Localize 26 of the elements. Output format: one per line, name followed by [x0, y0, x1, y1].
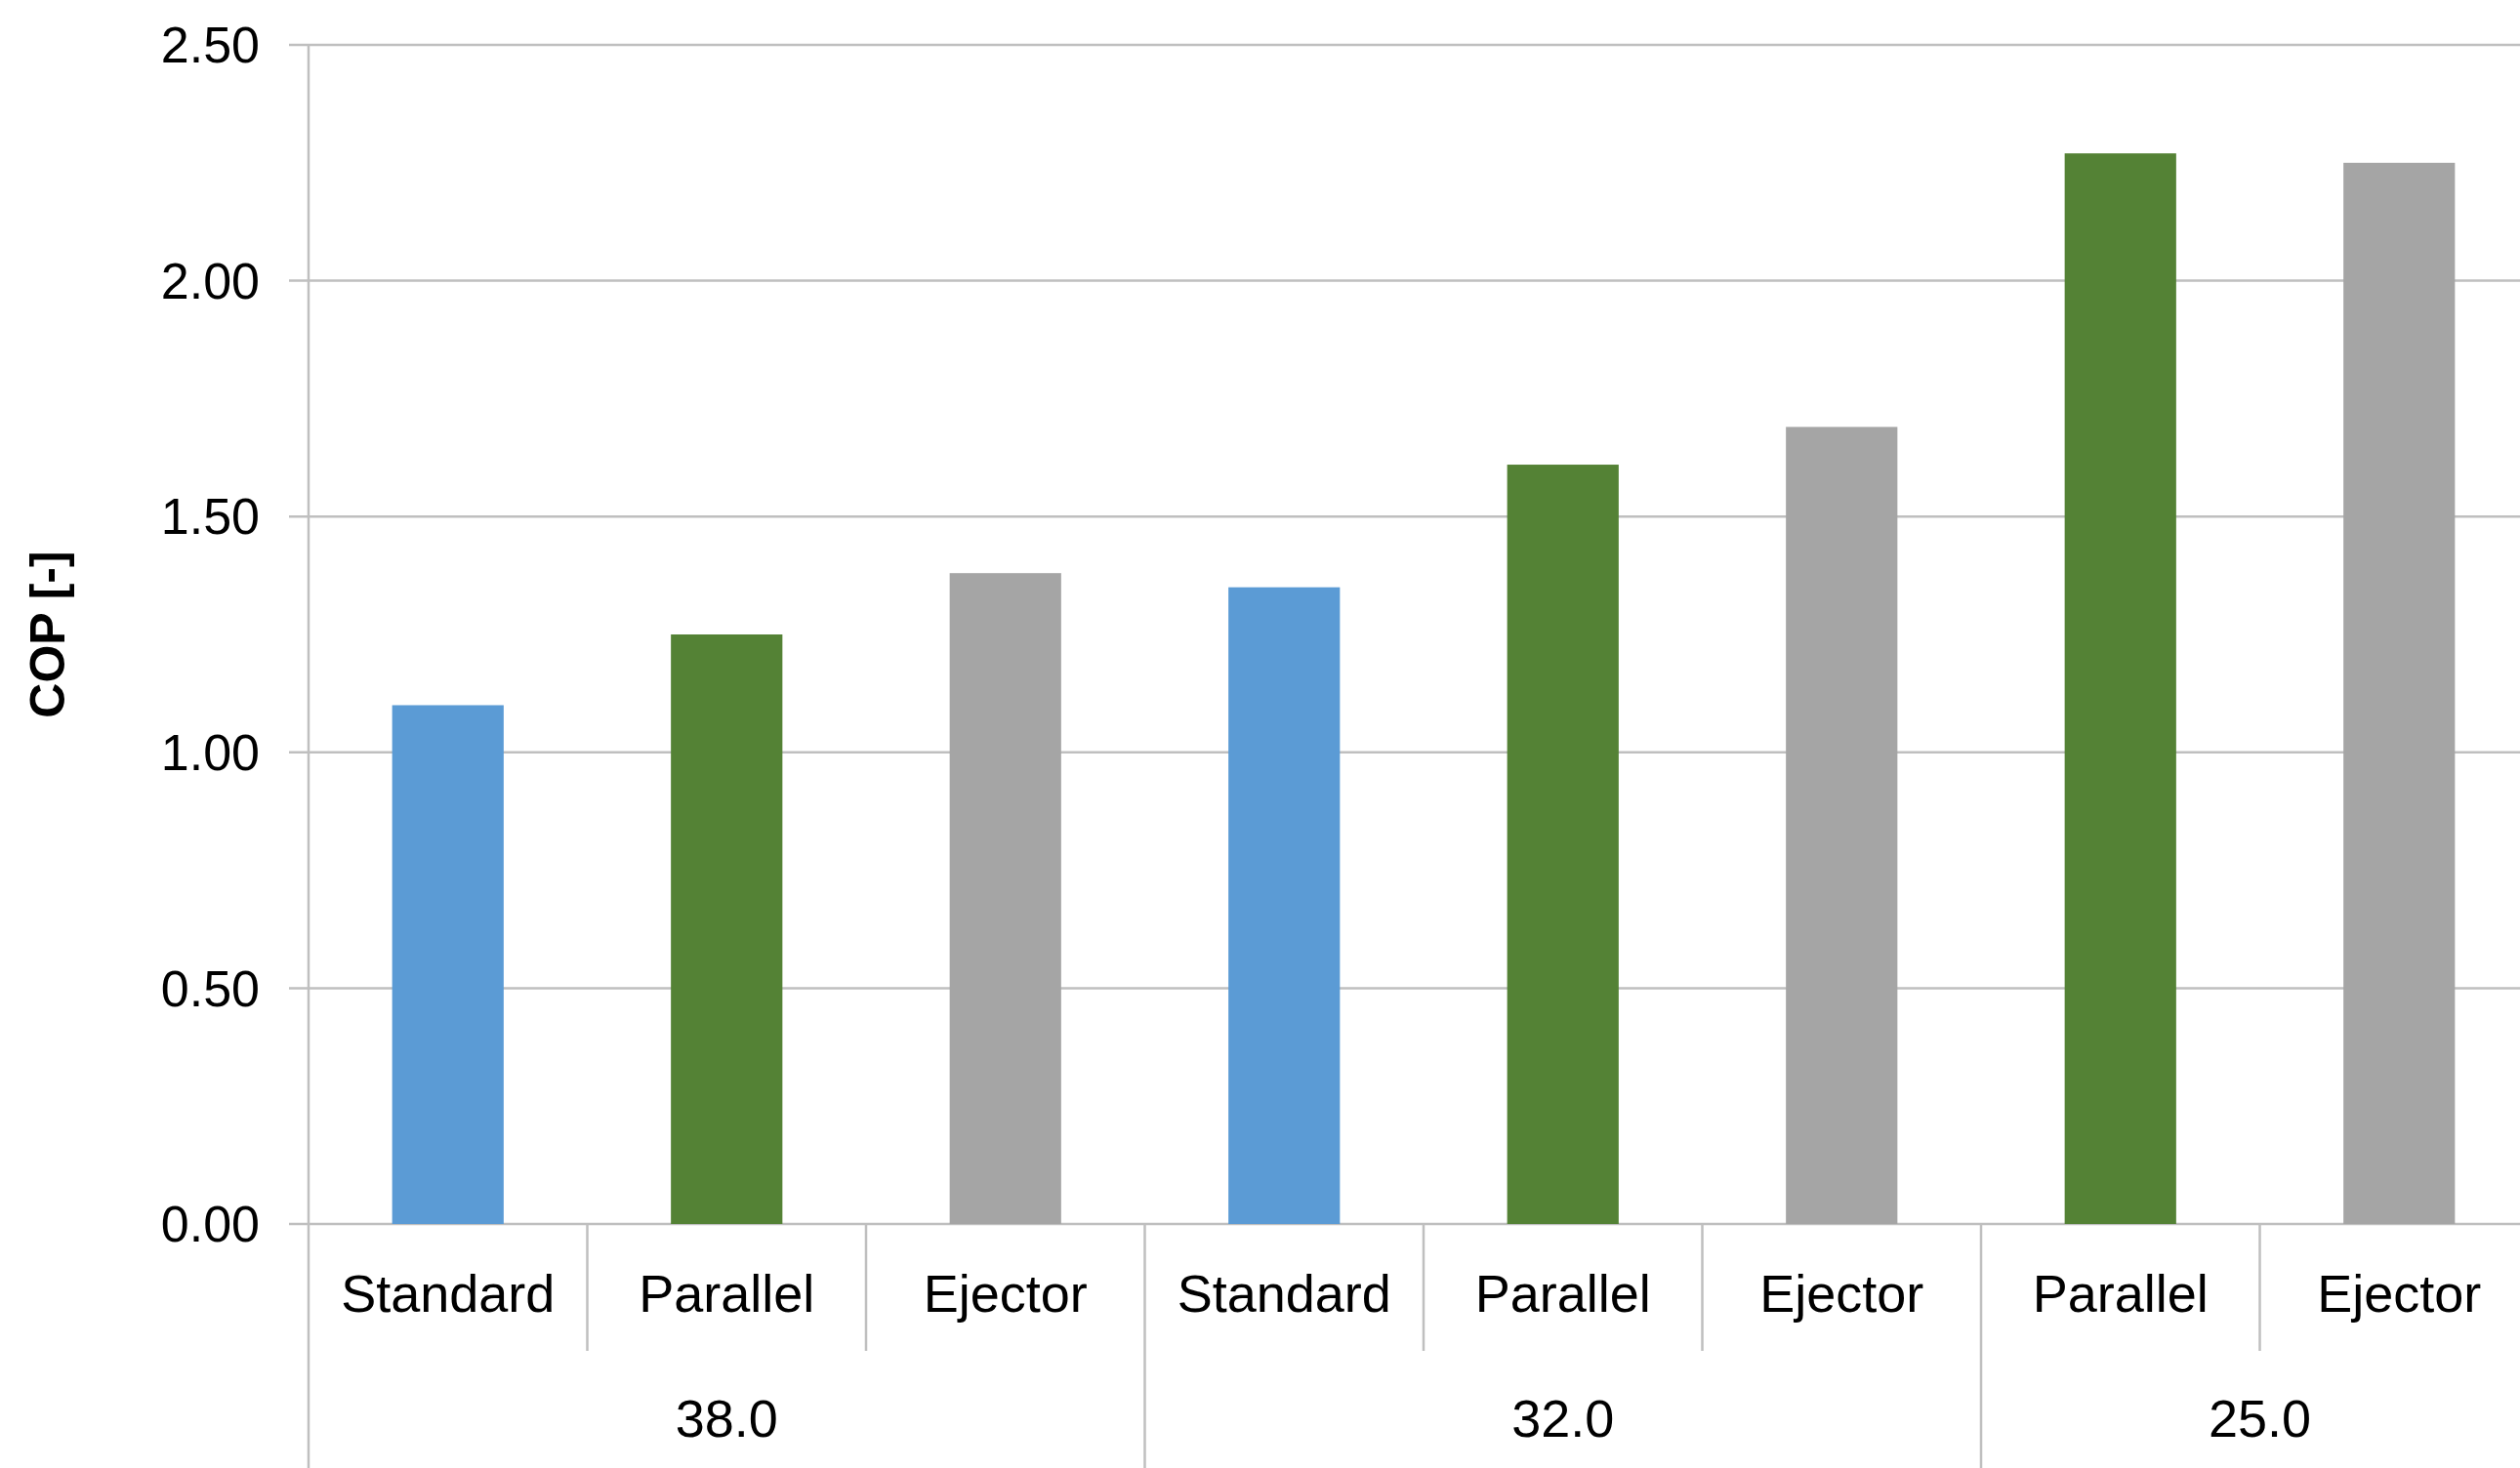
bar — [949, 573, 1061, 1224]
y-tick-label: 2.00 — [160, 252, 260, 309]
x-tick-label: Ejector — [923, 1264, 1088, 1323]
text: 38.0 — [675, 1389, 778, 1448]
x-tick-label: Standard — [1177, 1264, 1391, 1323]
y-tick-label: 0.50 — [160, 959, 260, 1017]
text: 32.0 — [1511, 1389, 1615, 1448]
bar — [1786, 427, 1898, 1224]
bar — [2064, 153, 2176, 1224]
y-tick-label: 2.50 — [160, 17, 260, 74]
bar — [1228, 587, 1341, 1224]
x-tick-label: Standard — [341, 1264, 556, 1323]
bar — [392, 705, 504, 1224]
y-tick-label: 1.50 — [160, 488, 260, 546]
x-tick-label: Parallel — [1474, 1264, 1651, 1323]
bar — [1507, 465, 1619, 1224]
x-tick-label: Ejector — [1759, 1264, 1924, 1323]
y-axis-title: COP [-] — [21, 550, 75, 718]
y-tick-label: 0.00 — [160, 1196, 260, 1253]
x-tick-label: Parallel — [639, 1264, 815, 1323]
x-tick-label: Parallel — [2032, 1264, 2209, 1323]
bar — [2343, 162, 2456, 1224]
text: 25.0 — [2208, 1389, 2312, 1448]
bar — [671, 634, 783, 1224]
x-tick-label: Ejector — [2317, 1264, 2482, 1323]
y-tick-label: 1.00 — [160, 724, 260, 781]
